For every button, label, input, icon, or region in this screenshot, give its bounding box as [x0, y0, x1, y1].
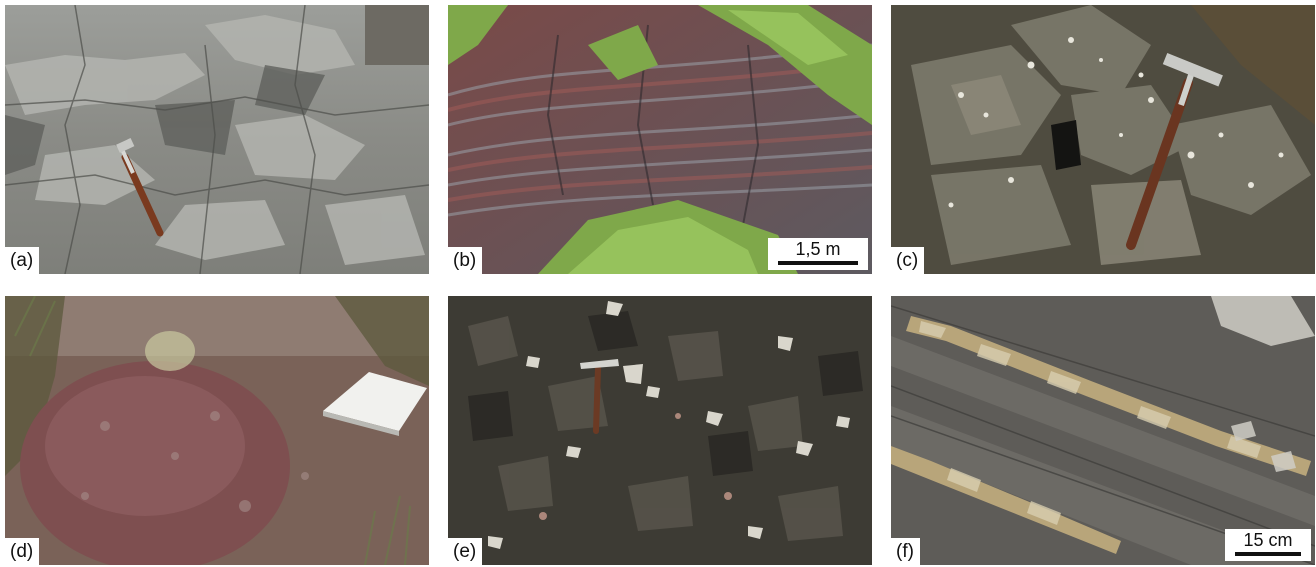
- notebook-icon: [323, 372, 427, 436]
- hammer-icon: [1126, 52, 1223, 250]
- panel-label: (a): [5, 247, 40, 274]
- scale-bar: 1,5 m: [768, 238, 868, 270]
- banded-hillside-photo: [448, 5, 872, 274]
- limestone-outcrop-photo: [5, 5, 429, 274]
- panel-label: (d): [5, 538, 40, 565]
- photo-panel-e: (e): [448, 296, 872, 565]
- hammer-icon: [580, 359, 619, 434]
- blocky-rock-photo: [891, 5, 1315, 274]
- panel-label: (f): [891, 538, 920, 565]
- panel-label: (b): [448, 247, 483, 274]
- breccia-outcrop-photo: [448, 296, 872, 565]
- photo-panel-f: (f) 15 cm: [891, 296, 1315, 565]
- scale-bar-line: [1235, 552, 1301, 556]
- hammer-icon: [116, 137, 164, 237]
- panel-label: (e): [448, 538, 483, 565]
- photo-panel-b: (b) 1,5 m: [448, 5, 872, 274]
- scale-bar-label: 15 cm: [1243, 530, 1293, 550]
- scale-bar-label: 1,5 m: [795, 239, 841, 259]
- red-boulder-photo: [5, 296, 429, 565]
- photo-panel-c: (c): [891, 5, 1315, 274]
- bedded-flysch-photo: [891, 296, 1315, 565]
- photo-panel-a: (a): [5, 5, 429, 274]
- scale-bar: 15 cm: [1225, 529, 1311, 561]
- photo-panel-d: (d): [5, 296, 429, 565]
- panel-label: (c): [891, 247, 925, 274]
- scale-bar-line: [778, 261, 858, 265]
